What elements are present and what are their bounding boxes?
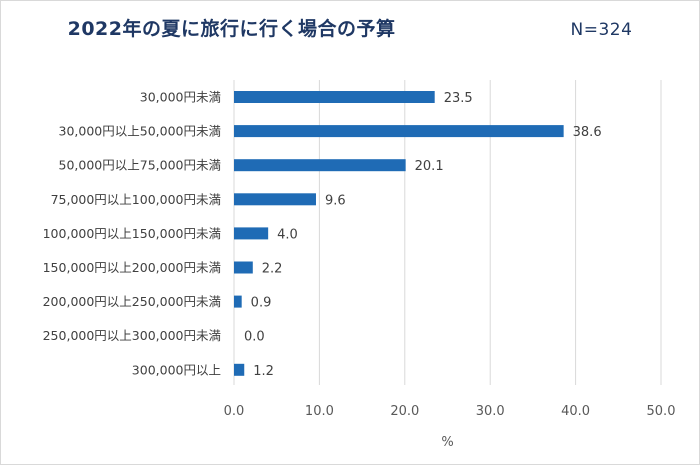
x-tick-label: 10.0 [305,404,334,419]
value-label: 0.9 [251,296,272,311]
bar [234,295,242,308]
x-tick-label: 0.0 [224,404,245,419]
bar [234,261,253,274]
bar [234,193,316,206]
category-label: 250,000円以上300,000円未満 [43,328,221,343]
value-label: 23.5 [444,91,473,106]
bar [234,91,435,103]
chart-title-text: 2022年の夏に旅行に行く場合の予算 [67,18,396,40]
bar [234,125,564,138]
x-tick-labels: 0.0 10.0 20.0 30.0 40.0 50.0 [224,404,676,419]
bars [234,91,564,376]
value-labels: 23.5 38.6 20.1 9.6 4.0 2.2 0.9 0.0 1.2 [244,91,602,379]
value-label: 0.0 [244,330,265,345]
value-label: 9.6 [325,193,346,208]
chart-title: 2022年の夏に旅行に行く場合の予算 N=324 [0,14,700,41]
value-label: 38.6 [573,125,602,140]
sample-size: N=324 [570,20,633,40]
value-label: 20.1 [415,159,444,174]
value-label: 4.0 [277,227,298,242]
x-tick-label: 20.0 [390,404,419,419]
bar [234,159,406,172]
category-labels: 30,000円未満 30,000円以上50,000円未満 50,000円以上75,0… [43,90,221,378]
value-label: 2.2 [262,262,283,277]
bar [234,363,245,376]
value-label: 1.2 [253,364,274,379]
x-axis-label: % [441,435,453,450]
x-tick-label: 50.0 [647,404,676,419]
category-label: 30,000円以上50,000円未満 [59,124,221,139]
category-label: 200,000円以上250,000円未満 [43,294,221,309]
category-label: 100,000円以上150,000円未満 [43,226,221,241]
x-tick-label: 30.0 [476,404,505,419]
category-label: 150,000円以上200,000円未満 [43,260,221,275]
x-tick-label: 40.0 [561,404,590,419]
category-label: 50,000円以上75,000円未満 [59,158,221,173]
category-label: 75,000円以上100,000円未満 [51,192,221,207]
category-label: 30,000円未満 [140,90,221,105]
bar [234,227,269,240]
category-label: 300,000円以上 [132,362,221,377]
